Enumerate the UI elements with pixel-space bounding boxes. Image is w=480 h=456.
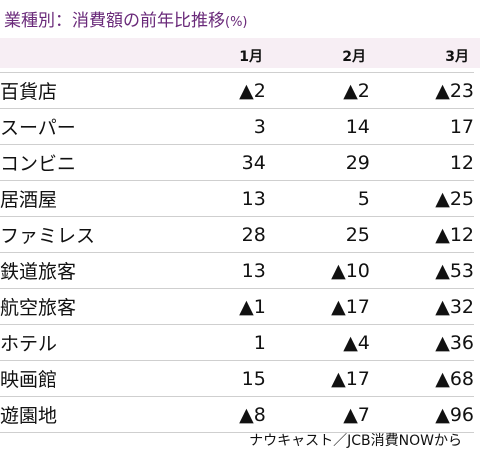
data-table: 百貨店 ▲2 ▲2 ▲23 スーパー 3 14 17 コンビニ 34 29 12 居酒屋 13 5 ▲25 ファ…	[0, 72, 474, 433]
value-cell-mar: ▲12	[369, 216, 474, 253]
value-cell-mar: ▲32	[369, 288, 474, 325]
value-cell-feb: 5	[265, 180, 370, 217]
value-cell-jan: 13	[161, 252, 266, 289]
value-cell-feb: ▲10	[265, 252, 370, 289]
value-cell-mar: ▲36	[369, 324, 474, 361]
column-header-jan: 1月	[239, 49, 263, 65]
row-label: 百貨店	[0, 72, 162, 109]
chart-title-text: 業種別：消費額の前年比推移	[4, 11, 225, 31]
chart-title-unit: (%)	[225, 15, 248, 30]
value-cell-jan: 3	[161, 108, 266, 145]
row-label: 遊園地	[0, 396, 162, 433]
row-label: ファミレス	[0, 216, 162, 253]
value-cell-feb: ▲2	[265, 72, 370, 109]
value-cell-feb: ▲17	[265, 288, 370, 325]
column-header-mar: 3月	[445, 49, 469, 65]
value-cell-mar: ▲96	[369, 396, 474, 433]
row-label: 鉄道旅客	[0, 252, 162, 289]
table-row: 鉄道旅客 13 ▲10 ▲53	[0, 252, 474, 289]
value-cell-jan: 28	[161, 216, 266, 253]
value-cell-mar: ▲25	[369, 180, 474, 217]
value-cell-jan: 15	[161, 360, 266, 397]
row-label: 映画館	[0, 360, 162, 397]
value-cell-jan: ▲1	[161, 288, 266, 325]
value-cell-feb: 14	[265, 108, 370, 145]
row-label: 居酒屋	[0, 180, 162, 217]
value-cell-mar: 17	[369, 108, 474, 145]
value-cell-feb: ▲4	[265, 324, 370, 361]
table-row: スーパー 3 14 17	[0, 108, 474, 145]
column-header-feb: 2月	[342, 49, 366, 65]
value-cell-jan: 34	[161, 144, 266, 181]
row-label: 航空旅客	[0, 288, 162, 325]
value-cell-jan: 1	[161, 324, 266, 361]
table-row: ホテル 1 ▲4 ▲36	[0, 324, 474, 361]
chart-title: 業種別：消費額の前年比推移(%)	[4, 6, 248, 31]
value-cell-mar: ▲68	[369, 360, 474, 397]
column-header-band	[0, 38, 480, 68]
value-cell-feb: 29	[265, 144, 370, 181]
table-row: 百貨店 ▲2 ▲2 ▲23	[0, 72, 474, 109]
table-row: ファミレス 28 25 ▲12	[0, 216, 474, 253]
value-cell-jan: ▲2	[161, 72, 266, 109]
source-note: ナウキャスト／JCB消費NOWから	[249, 433, 462, 449]
table-body: 百貨店 ▲2 ▲2 ▲23 スーパー 3 14 17 コンビニ 34 29 12 居酒屋 13 5 ▲25 ファ…	[0, 72, 474, 433]
table-row: コンビニ 34 29 12	[0, 144, 474, 181]
table-row: 居酒屋 13 5 ▲25	[0, 180, 474, 217]
value-cell-mar: ▲53	[369, 252, 474, 289]
value-cell-mar: ▲23	[369, 72, 474, 109]
value-cell-feb: ▲7	[265, 396, 370, 433]
table-row: 航空旅客 ▲1 ▲17 ▲32	[0, 288, 474, 325]
row-label: ホテル	[0, 324, 162, 361]
value-cell-feb: ▲17	[265, 360, 370, 397]
table-row: 遊園地 ▲8 ▲7 ▲96	[0, 396, 474, 433]
row-label: コンビニ	[0, 144, 162, 181]
value-cell-mar: 12	[369, 144, 474, 181]
row-label: スーパー	[0, 108, 162, 145]
table-row: 映画館 15 ▲17 ▲68	[0, 360, 474, 397]
value-cell-feb: 25	[265, 216, 370, 253]
value-cell-jan: 13	[161, 180, 266, 217]
value-cell-jan: ▲8	[161, 396, 266, 433]
